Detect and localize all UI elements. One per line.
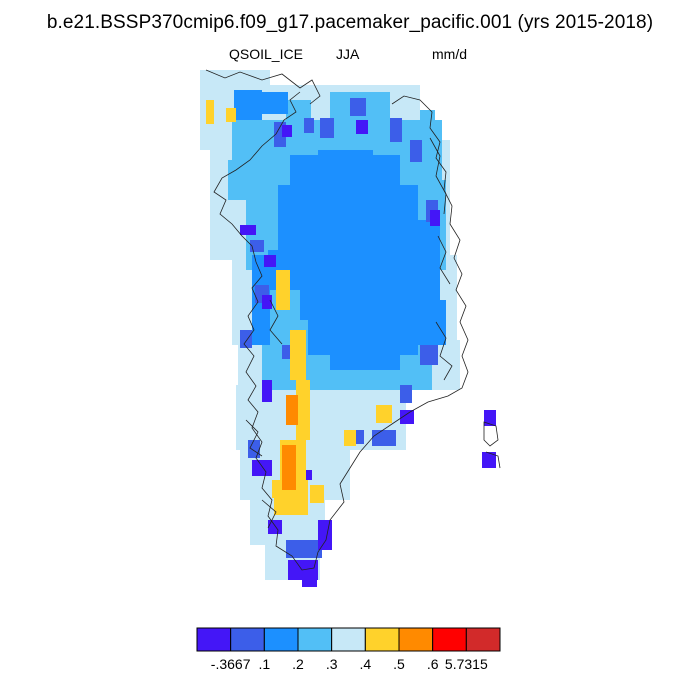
colorbar-label: -.3667	[210, 656, 251, 672]
colorbar-label: 5.7315	[444, 656, 488, 672]
colorbar	[196, 627, 501, 652]
edge-cell	[400, 385, 412, 403]
edge-cell	[484, 410, 496, 426]
mid-band	[420, 110, 435, 150]
edge-cell	[248, 440, 260, 458]
high-value-cell	[296, 380, 310, 440]
high-value-cell	[226, 108, 236, 122]
high-value-cell	[272, 480, 282, 498]
edge-cell	[268, 520, 282, 534]
coastline	[205, 69, 501, 571]
season-label: JJA	[336, 46, 360, 62]
high-value-cell	[276, 270, 290, 310]
interior-band	[416, 300, 446, 345]
units-label: mm/d	[432, 46, 467, 62]
edge-cell	[240, 330, 252, 348]
colorbar-swatch	[263, 627, 299, 652]
edge-cell	[320, 118, 334, 138]
colorbar-swatch	[297, 627, 333, 652]
high-value-cell	[206, 100, 214, 124]
colorbar-label: .4	[359, 656, 372, 672]
edge-cell	[302, 575, 317, 587]
edge-cell	[350, 98, 366, 116]
edge-cell	[400, 410, 414, 424]
high-value-cell	[286, 395, 298, 425]
colorbar-swatch	[465, 627, 501, 652]
high-value-cell	[344, 430, 356, 446]
edge-cell	[420, 345, 438, 365]
interior-band	[308, 315, 418, 355]
colorbar-swatch	[331, 627, 366, 652]
colorbar-swatch	[196, 627, 232, 652]
figure-title: b.e21.BSSP370cmip6.f09_g17.pacemaker_pac…	[46, 12, 654, 33]
edge-cell	[410, 140, 422, 162]
edge-cell	[286, 540, 322, 558]
edge-cell	[356, 120, 368, 134]
interior-band	[318, 150, 373, 170]
colorbar-label: .5	[393, 656, 405, 672]
edge-cell	[264, 255, 276, 267]
colorbar-label: .6	[426, 656, 439, 672]
interior-band	[330, 350, 400, 370]
edge-cell	[304, 118, 314, 133]
interior-band	[300, 260, 420, 320]
colorbar-swatch	[398, 627, 434, 652]
colorbar-swatch	[230, 627, 265, 652]
edge-cell	[262, 380, 272, 402]
high-value-cell	[376, 405, 392, 423]
edge-cell	[262, 295, 272, 309]
edge-cell	[482, 452, 496, 468]
edge-cell	[372, 430, 396, 446]
colorbar-label: .1	[258, 656, 271, 672]
high-value-cell	[290, 330, 306, 380]
edge-cell	[390, 118, 402, 142]
high-value-cell	[282, 445, 296, 490]
edge-cell	[252, 460, 272, 476]
interior-band	[234, 90, 262, 120]
edge-cell	[250, 240, 264, 252]
interior-band	[258, 92, 288, 114]
mid-band	[228, 160, 258, 200]
edge-cell	[318, 520, 332, 550]
edge-cell	[240, 225, 256, 235]
variable-label: QSOIL_ICE	[229, 46, 303, 62]
colorbar-swatch	[432, 627, 467, 652]
high-value-cell	[310, 485, 324, 503]
colorbar-swatch	[364, 627, 400, 652]
map-cells	[200, 70, 496, 587]
edge-cell	[430, 210, 440, 226]
colorbar-label: .2	[292, 656, 304, 672]
interior-band	[410, 220, 440, 300]
edge-cell	[282, 125, 292, 137]
colorbar-label: .3	[325, 656, 338, 672]
